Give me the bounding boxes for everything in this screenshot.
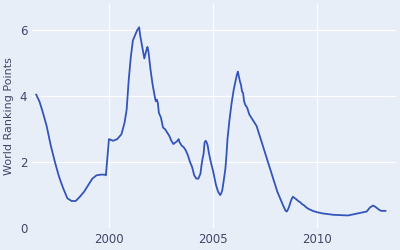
Y-axis label: World Ranking Points: World Ranking Points [4, 57, 14, 175]
